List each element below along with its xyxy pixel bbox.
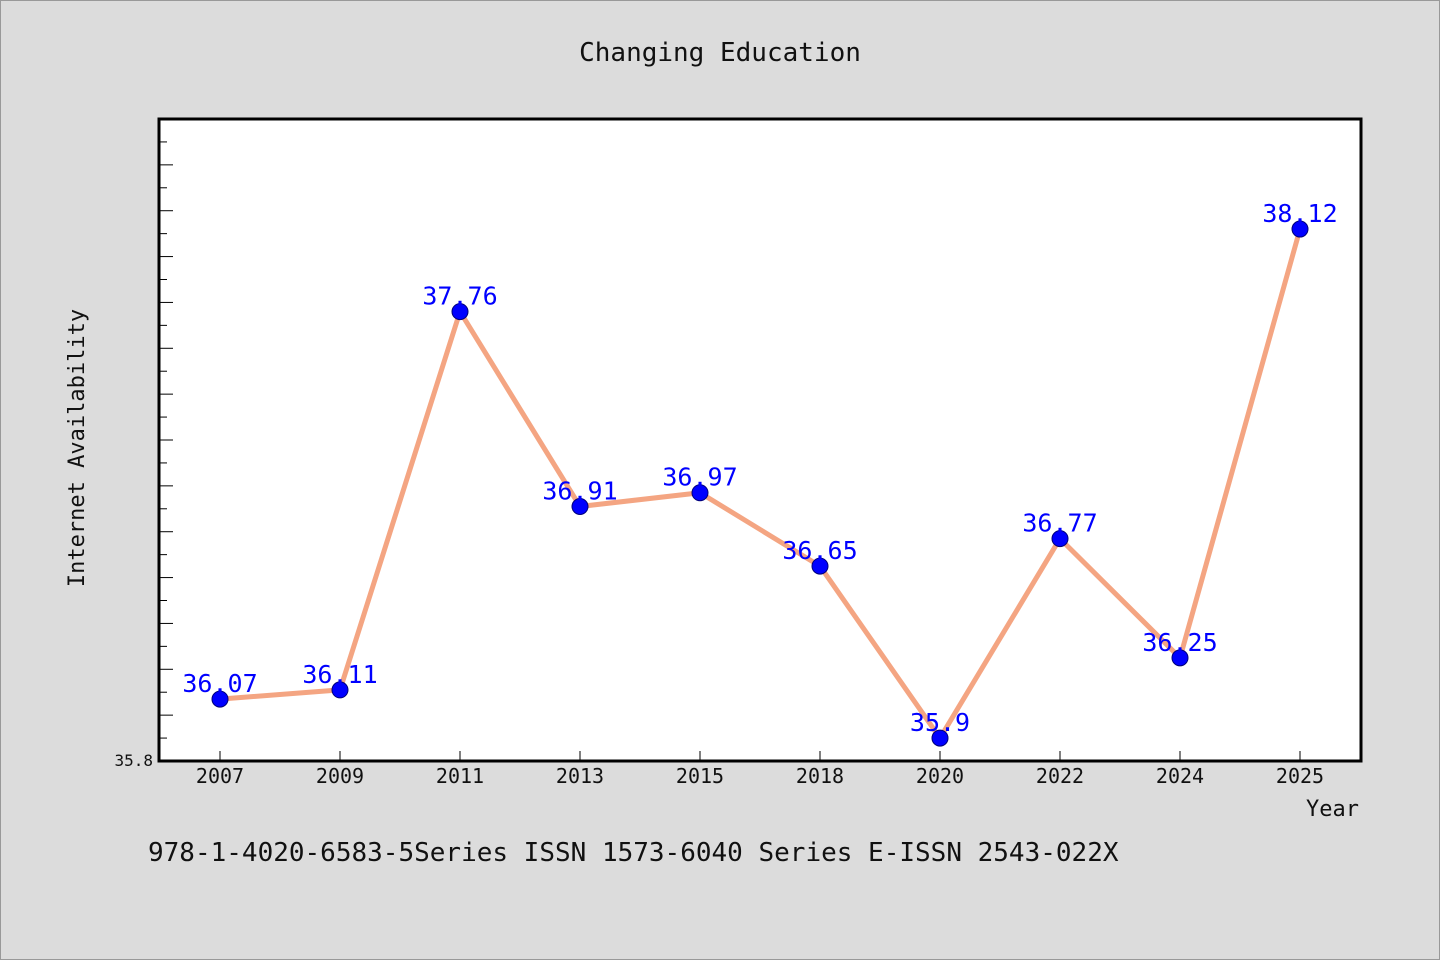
data-label: 36.77	[1022, 509, 1097, 538]
data-label: 36.65	[782, 536, 857, 565]
y-axis-label: Internet Availability	[65, 309, 90, 587]
data-label: 37.76	[422, 282, 497, 311]
data-point	[331, 681, 349, 699]
x-tick-label: 2007	[196, 764, 244, 788]
y-axis-min-label: 35.8	[114, 751, 153, 770]
data-label: 36.91	[542, 476, 617, 505]
chart-title: Changing Education	[579, 38, 861, 68]
data-point	[1171, 649, 1189, 667]
x-tick-label: 2024	[1156, 764, 1204, 788]
data-label: 35.9	[910, 708, 970, 737]
data-label: 36.25	[1142, 628, 1217, 657]
data-point	[211, 690, 229, 708]
x-tick-label: 2011	[436, 764, 484, 788]
data-point	[571, 497, 589, 515]
data-point	[451, 303, 469, 321]
data-label: 36.97	[662, 463, 737, 492]
plot-area	[157, 117, 1363, 763]
footer-text: 978-1-4020-6583-5Series ISSN 1573-6040 S…	[148, 838, 1119, 868]
x-axis-ticks	[219, 751, 1301, 761]
x-tick-label: 2018	[796, 764, 844, 788]
x-tick-label: 2022	[1036, 764, 1084, 788]
series-markers	[211, 220, 1309, 747]
data-label: 36.07	[182, 669, 257, 698]
x-tick-label: 2013	[556, 764, 604, 788]
x-tick-label: 2020	[916, 764, 964, 788]
x-tick-label: 2015	[676, 764, 724, 788]
x-tick-label: 2025	[1276, 764, 1324, 788]
data-point	[691, 484, 709, 502]
data-point	[931, 729, 949, 747]
x-tick-label: 2009	[316, 764, 364, 788]
data-point	[811, 557, 829, 575]
data-point	[1051, 530, 1069, 548]
data-label: 38.12	[1262, 199, 1337, 228]
data-labels: 36.07 36.11 37.76 36.91 36.97 36.65 35.9 36.77 3…	[182, 199, 1337, 737]
y-axis-ticks	[159, 141, 173, 762]
x-axis-label: Year	[1306, 797, 1359, 822]
series-line	[217, 226, 1303, 741]
x-tick-labels: 2007 2009 2011 2013 2015 2018 2020 2022 2024 2025	[196, 764, 1324, 788]
data-point	[1291, 220, 1309, 238]
data-label: 36.11	[302, 660, 377, 689]
